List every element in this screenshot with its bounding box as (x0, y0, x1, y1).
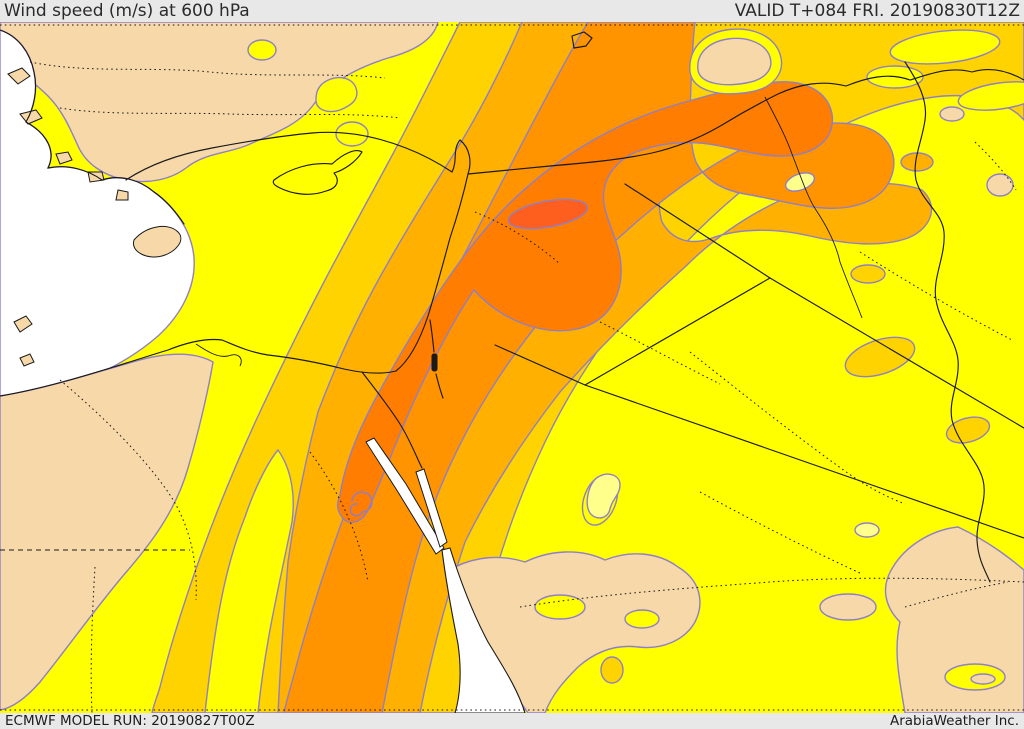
sea-red-sea (365, 437, 526, 713)
river-tigris (764, 96, 863, 319)
lake-van (571, 31, 593, 49)
coastlines (0, 29, 471, 469)
land-spot (970, 673, 996, 685)
yellow-patch (247, 39, 277, 61)
yellow-patch (315, 77, 358, 113)
gulf-of-aqaba (415, 468, 448, 548)
header-bar: Wind speed (m/s) at 600 hPa VALID T+084 … (0, 0, 1024, 22)
valid-time-label: VALID T+084 FRI. 20190830T12Z (734, 1, 1020, 22)
land-anatolia (0, 22, 439, 183)
cyprus-outline (272, 150, 363, 195)
admin-boundaries (0, 24, 1024, 713)
attribution-label: ArabiaWeather Inc. (889, 712, 1019, 729)
calm-spot-east-anatolia (689, 28, 783, 95)
wind-band-core (507, 198, 589, 230)
island-rhodes (132, 225, 182, 258)
land-egypt (0, 353, 214, 711)
wind-speed-contour-map (0, 22, 1024, 713)
footer-bar: ECMWF MODEL RUN: 20190827T00Z ArabiaWeat… (0, 713, 1024, 729)
yellow-patch (534, 594, 586, 620)
land-spot (939, 106, 965, 122)
contour-spiral (349, 491, 373, 517)
low-wind-land-sea (0, 22, 1024, 713)
land-spot (819, 593, 877, 621)
yellow-patch (624, 609, 660, 629)
map-area (0, 22, 1024, 713)
map-title: Wind speed (m/s) at 600 hPa (4, 1, 250, 22)
model-run-label: ECMWF MODEL RUN: 20190827T00Z (5, 712, 255, 729)
land-spot (986, 173, 1014, 197)
dead-sea (431, 353, 438, 372)
wind-band-deep-orange (336, 81, 834, 524)
aegean-islands (7, 67, 182, 367)
nile-delta (195, 343, 242, 367)
pale-yellow-spots (586, 172, 880, 538)
country-borders (195, 31, 1024, 583)
gulf-of-suez (365, 437, 445, 555)
